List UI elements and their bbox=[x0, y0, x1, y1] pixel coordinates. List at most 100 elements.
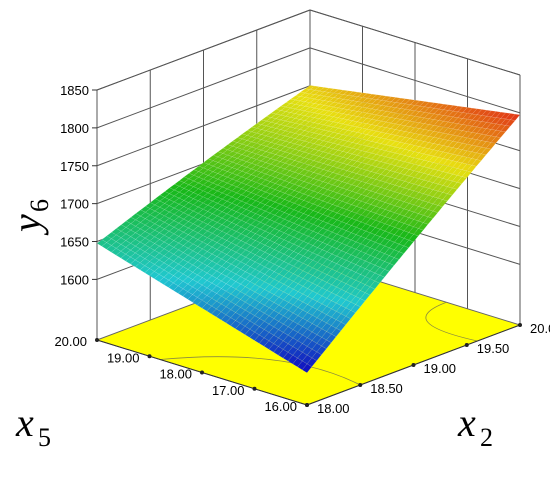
surface-cell bbox=[187, 271, 198, 280]
surface-cell bbox=[289, 133, 301, 139]
surface-cell bbox=[481, 141, 492, 149]
surface-cell bbox=[202, 258, 213, 266]
surface-cell bbox=[332, 138, 344, 145]
surface-cell bbox=[101, 235, 112, 243]
surface-cell bbox=[274, 172, 286, 180]
surface-cell bbox=[274, 167, 286, 174]
surface-cell bbox=[413, 185, 424, 193]
surface-cell bbox=[384, 263, 395, 272]
surface-cell bbox=[154, 213, 165, 221]
surface-cell bbox=[399, 201, 410, 210]
surface-cell bbox=[374, 236, 386, 245]
surface-cell bbox=[408, 234, 419, 243]
surface-cell bbox=[178, 231, 189, 240]
surface-cell bbox=[292, 332, 303, 342]
surface-cell bbox=[294, 144, 305, 151]
surface-cell bbox=[159, 221, 170, 229]
surface-cell bbox=[403, 196, 415, 204]
surface-cell bbox=[260, 151, 272, 158]
surface-cell bbox=[312, 205, 324, 213]
surface-cell bbox=[384, 210, 395, 219]
surface-cell bbox=[423, 107, 435, 114]
surface-cell bbox=[318, 140, 329, 147]
surface-cell bbox=[342, 99, 354, 105]
surface-cell bbox=[245, 252, 256, 260]
x2-axis-title-letter: x bbox=[457, 400, 476, 445]
surface-cell bbox=[307, 315, 318, 324]
surface-cell bbox=[164, 211, 175, 219]
surface-cell bbox=[284, 142, 296, 149]
x5-tick-label: 16.00 bbox=[264, 399, 297, 414]
surface-cell bbox=[212, 190, 223, 198]
surface-cell bbox=[302, 280, 313, 289]
surface-cell bbox=[318, 157, 329, 164]
surface-cell bbox=[346, 159, 358, 167]
surface-cell bbox=[211, 308, 222, 318]
surface-cell bbox=[197, 221, 208, 229]
surface-cell bbox=[299, 97, 311, 102]
surface-cell bbox=[447, 187, 458, 196]
surface-cell bbox=[379, 245, 390, 254]
surface-cell bbox=[346, 218, 357, 226]
surface-cell bbox=[447, 140, 458, 148]
surface-cell bbox=[125, 256, 136, 265]
surface-cell bbox=[302, 337, 313, 347]
surface-cell bbox=[404, 99, 416, 105]
surface-cell bbox=[259, 312, 270, 322]
surface-cell bbox=[428, 149, 439, 157]
surface-cell bbox=[371, 99, 382, 105]
surface-cell bbox=[261, 120, 272, 127]
surface-cell bbox=[288, 258, 299, 267]
surface-cell bbox=[461, 143, 473, 151]
surface-cell bbox=[278, 307, 289, 317]
surface-cell bbox=[236, 170, 247, 178]
surface-cell bbox=[390, 123, 401, 130]
surface-cell bbox=[250, 194, 261, 201]
surface-cell bbox=[259, 230, 271, 239]
surface-cell bbox=[345, 247, 357, 256]
surface-cell bbox=[356, 127, 368, 134]
surface-cell bbox=[313, 161, 324, 169]
surface-cell bbox=[177, 288, 189, 297]
surface-cell bbox=[202, 192, 214, 200]
surface-cell bbox=[216, 295, 227, 305]
surface-cell bbox=[304, 93, 316, 99]
surface-cell bbox=[241, 130, 253, 136]
surface-cell bbox=[221, 268, 232, 277]
surface-cell bbox=[254, 256, 266, 265]
surface-cell bbox=[303, 153, 315, 160]
surface-cell bbox=[370, 227, 381, 236]
surface-cell bbox=[284, 182, 295, 189]
surface-cell bbox=[232, 137, 243, 143]
surface-cell bbox=[207, 188, 218, 196]
surface-cell bbox=[140, 212, 151, 219]
surface-cell bbox=[292, 340, 303, 350]
surface-cell bbox=[384, 240, 395, 249]
surface-cell bbox=[360, 195, 372, 204]
surface-cell bbox=[457, 149, 468, 157]
surface-cell bbox=[365, 225, 376, 234]
surface-cell bbox=[438, 139, 449, 146]
surface-cell bbox=[196, 300, 208, 309]
surface-cell bbox=[309, 89, 321, 95]
surface-cell bbox=[418, 166, 429, 174]
surface-cell bbox=[244, 320, 255, 330]
surface-cell bbox=[187, 257, 198, 266]
surface-cell bbox=[240, 235, 251, 244]
surface-cell bbox=[385, 128, 396, 135]
surface-cell bbox=[154, 219, 165, 227]
surface-cell bbox=[409, 145, 420, 152]
response-surface bbox=[96, 85, 521, 374]
surface-cell bbox=[244, 296, 256, 306]
surface-cell bbox=[264, 284, 275, 293]
surface-cell bbox=[220, 314, 232, 324]
surface-cell bbox=[447, 147, 458, 155]
surface-cell bbox=[399, 131, 411, 138]
surface-cell bbox=[414, 100, 425, 107]
surface-cell bbox=[342, 135, 353, 142]
surface-cell bbox=[182, 247, 194, 256]
surface-cell bbox=[268, 294, 280, 303]
surface-cell bbox=[289, 171, 300, 179]
surface-cell bbox=[207, 207, 218, 214]
surface-cell bbox=[260, 140, 272, 147]
